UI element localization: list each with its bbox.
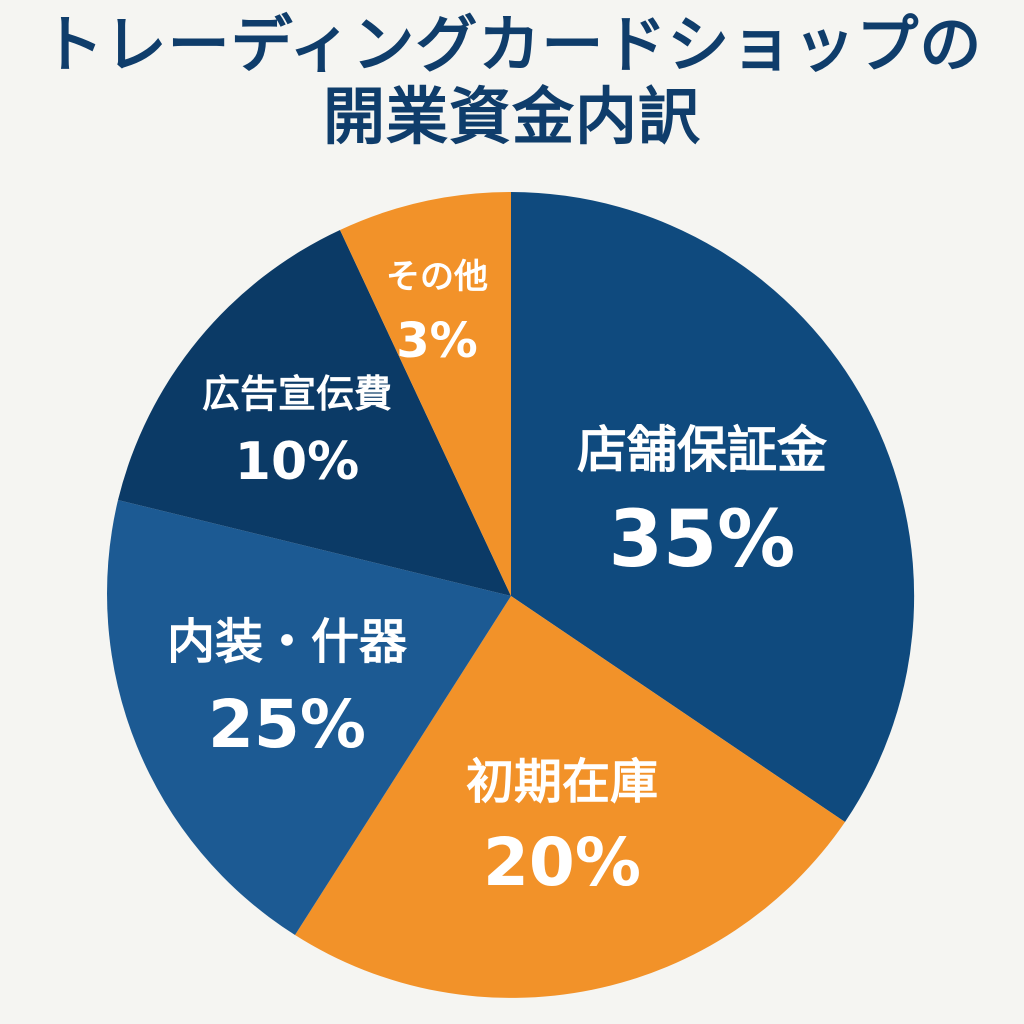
- slice-name: その他: [386, 257, 488, 297]
- label-interior-fixtures: 内装・什器 25%: [167, 609, 407, 775]
- slice-interior-fixtures: [107, 500, 511, 935]
- chart-title-line-2: 開業資金内訳: [322, 80, 701, 153]
- slice-other: [340, 192, 511, 596]
- chart-title-line-1: トレーディングカードショップの: [41, 8, 983, 81]
- slice-percent: 35%: [608, 495, 796, 585]
- slice-initial-inventory: [295, 596, 845, 998]
- slice-name: 初期在庫: [465, 754, 659, 810]
- slice-name: 店舗保証金: [577, 421, 827, 479]
- label-advertising: 広告宣伝費 10%: [202, 364, 392, 500]
- slice-percent: 25%: [208, 686, 366, 763]
- slice-percent: 10%: [234, 432, 360, 492]
- slice-percent: 3%: [396, 313, 478, 369]
- slice-advertising: [118, 230, 511, 596]
- label-other: その他 3%: [386, 248, 488, 376]
- label-initial-inventory: 初期在庫 20%: [466, 749, 658, 911]
- slice-name: 広告宣伝費: [201, 372, 393, 416]
- slice-percent: 20%: [483, 824, 641, 901]
- slice-store-deposit: [511, 192, 915, 822]
- label-store-deposit: 店舗保証金 35%: [577, 415, 827, 595]
- slice-name: 内装・什器: [166, 614, 408, 670]
